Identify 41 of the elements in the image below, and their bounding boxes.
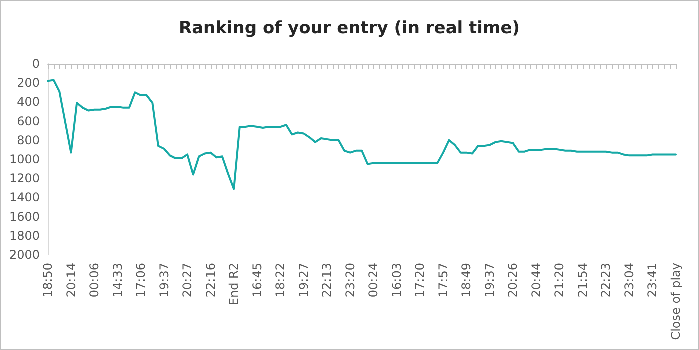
x-tick-label: 17:06 <box>134 263 148 298</box>
x-tick-label: 19:37 <box>482 263 497 298</box>
x-tick-label: 14:33 <box>110 263 125 298</box>
chart-title: Ranking of your entry (in real time) <box>178 18 520 38</box>
line-series <box>47 79 677 190</box>
x-tick-label: 22:16 <box>204 263 218 298</box>
x-tick-label: 19:37 <box>157 263 172 298</box>
x-tick-label: 00:24 <box>366 263 381 298</box>
x-tick-label: 21:20 <box>552 263 567 298</box>
y-tick-label: 600 <box>17 114 40 128</box>
x-tick-label: 17:20 <box>413 263 428 298</box>
x-tick-label: 20:26 <box>506 263 520 298</box>
x-tick-label: 20:27 <box>180 263 195 298</box>
x-tick-label: 20:14 <box>64 263 78 298</box>
x-tick-label: 00:06 <box>88 263 102 298</box>
y-tick-label: 1800 <box>9 228 40 243</box>
x-tick-label: 17:57 <box>436 263 450 298</box>
x-tick-label: 23:41 <box>646 263 660 298</box>
x-tick-label: 19:27 <box>296 263 311 298</box>
y-tick-label: 200 <box>17 76 40 90</box>
x-tick-label: 23:20 <box>343 263 358 298</box>
x-tick-label: 20:44 <box>529 263 544 298</box>
x-tick-label: 23:04 <box>622 263 636 298</box>
y-tick-label: 0 <box>32 57 40 71</box>
x-tick-label: 18:22 <box>274 263 288 298</box>
y-tick-label: 1200 <box>9 172 40 186</box>
x-tick-label: 22:13 <box>320 263 334 298</box>
y-tick-label: 400 <box>17 95 40 110</box>
x-tick-label: 22:23 <box>599 263 614 298</box>
x-tick-label: 18:49 <box>460 263 474 298</box>
y-tick-label: 1400 <box>9 190 40 205</box>
x-tick-label: 16:45 <box>250 263 264 298</box>
y-tick-label: 1000 <box>9 152 40 166</box>
x-tick-label: 21:54 <box>576 263 590 298</box>
y-tick-label: 1600 <box>9 210 40 224</box>
y-tick-label: 800 <box>17 133 40 148</box>
x-tick-label: 16:03 <box>390 263 404 298</box>
x-tick-label: Close of play <box>669 263 683 340</box>
y-tick-label: 2000 <box>9 248 40 262</box>
x-tick-label: End R2 <box>227 263 242 306</box>
x-tick-label: 18:50 <box>41 263 55 298</box>
